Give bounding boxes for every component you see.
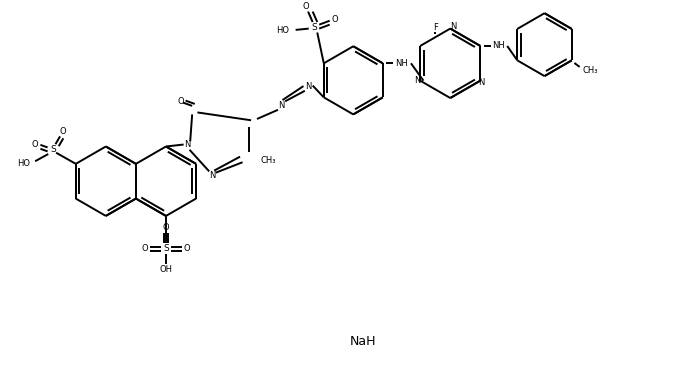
Text: OH: OH [159,265,173,274]
Text: O: O [142,244,148,253]
Text: S: S [50,145,56,154]
Text: O: O [31,140,38,149]
Text: NH: NH [395,59,408,68]
Text: N: N [278,101,284,110]
Text: NaH: NaH [350,335,376,348]
Text: O: O [163,223,169,232]
Text: N: N [414,76,420,85]
Text: CH₃: CH₃ [583,66,598,75]
Text: S: S [311,23,317,32]
Text: O: O [177,97,184,106]
Text: N: N [305,82,312,92]
Text: HO: HO [276,26,289,35]
Text: CH₃: CH₃ [260,156,276,165]
Text: S: S [163,244,169,253]
Text: N: N [208,171,215,180]
Text: N: N [450,22,456,31]
Text: HO: HO [17,159,30,168]
Text: F: F [433,23,438,32]
Text: O: O [303,2,310,11]
Text: O: O [331,15,338,24]
Text: O: O [59,127,66,135]
Text: N: N [478,78,485,87]
Text: O: O [184,244,190,253]
Text: NH: NH [492,41,505,51]
Text: N: N [184,140,190,149]
